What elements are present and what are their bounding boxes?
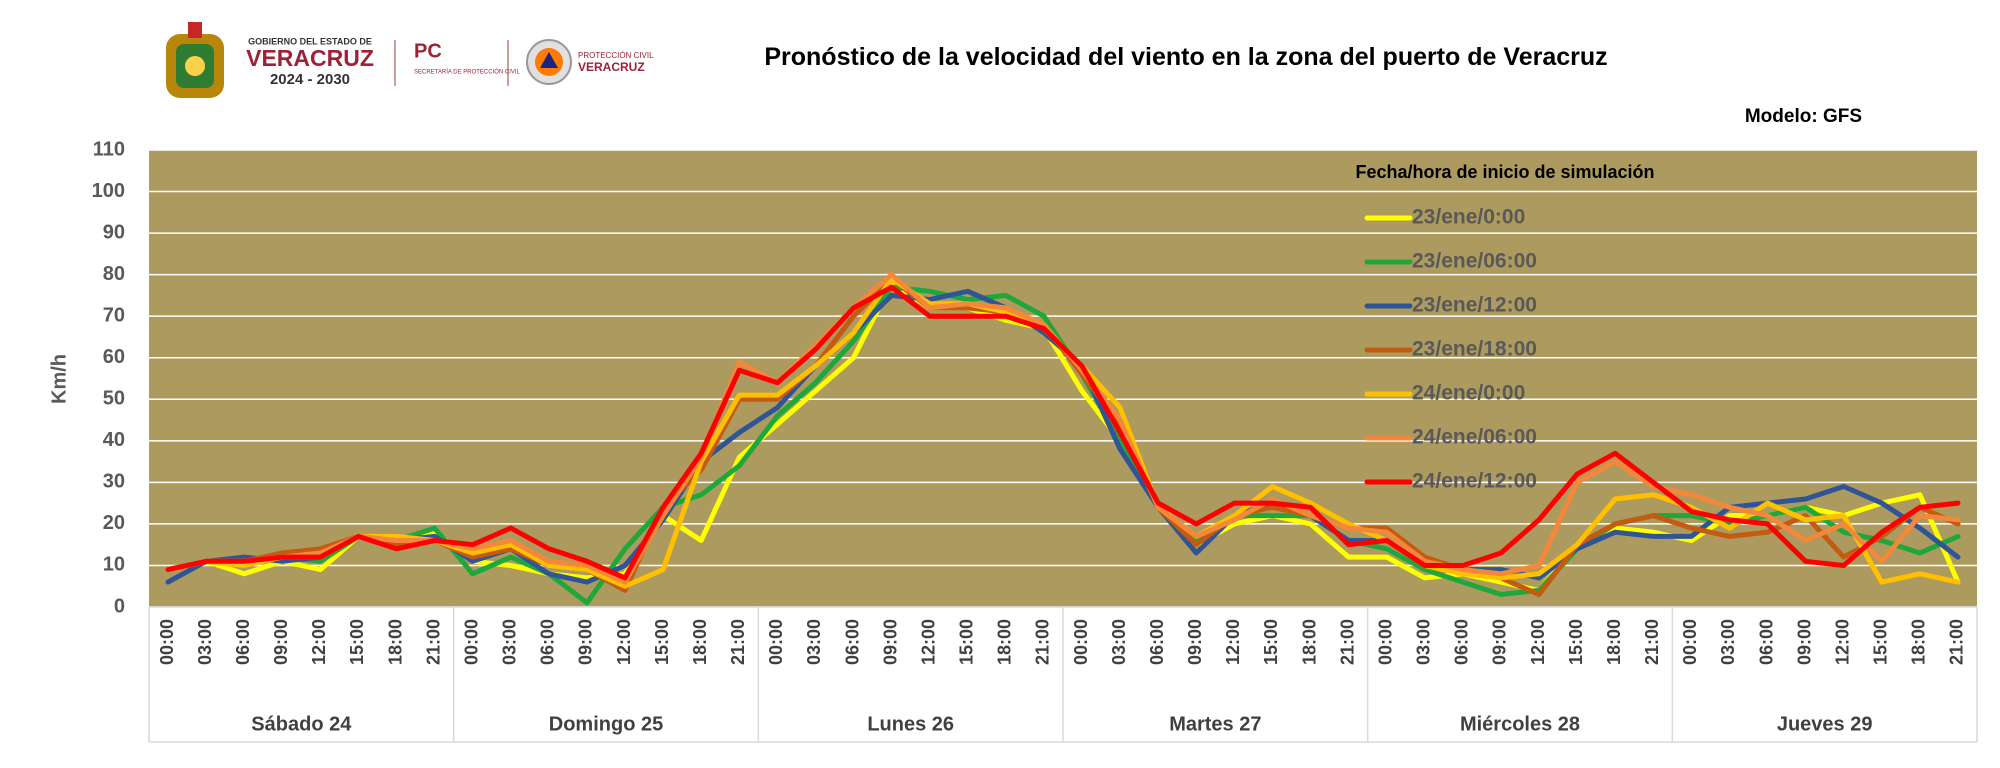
x-tick-label: 12:00: [309, 619, 329, 665]
x-tick-label: 21:00: [423, 619, 443, 665]
y-tick-label: 110: [93, 138, 125, 160]
gov-line: GOBIERNO DEL ESTADO DE: [248, 36, 372, 46]
legend-label: 23/ene/18:00: [1412, 338, 1537, 361]
x-tick-label: 00:00: [766, 619, 786, 665]
x-tick-label: 18:00: [1604, 619, 1624, 665]
group-label: Sábado 24: [251, 713, 352, 735]
series-line: [165, 284, 1961, 581]
x-tick-label: 15:00: [1871, 619, 1891, 665]
x-tick-label: 06:00: [538, 619, 558, 665]
y-tick-label: 20: [103, 512, 125, 534]
x-tick-label: 12:00: [918, 619, 938, 665]
x-tick-label: 15:00: [957, 619, 977, 665]
x-tick-label: 12:00: [614, 619, 634, 665]
x-tick-label: 09:00: [271, 619, 291, 665]
state-emblem: [166, 22, 224, 98]
x-tick-label: 21:00: [1642, 619, 1662, 665]
y-tick-label: 80: [103, 263, 125, 285]
x-tick-label: 18:00: [995, 619, 1015, 665]
x-tick-label: 00:00: [1375, 619, 1395, 665]
x-tick-label: 15:00: [652, 619, 672, 665]
group-label: Domingo 25: [549, 713, 663, 735]
x-tick-label: 03:00: [1414, 619, 1434, 665]
legend-label: 24/ene/06:00: [1412, 426, 1537, 449]
x-tick-label: 00:00: [157, 619, 177, 665]
x-tick-label: 06:00: [842, 619, 862, 665]
x-tick-label: 21:00: [1337, 619, 1357, 665]
x-tick-label: 06:00: [233, 619, 253, 665]
x-tick-label: 09:00: [576, 619, 596, 665]
x-tick-label: 03:00: [1109, 619, 1129, 665]
y-tick-label: 40: [103, 429, 125, 451]
group-label: Jueves 29: [1777, 713, 1873, 735]
y-tick-label: 30: [103, 471, 125, 493]
legend-label: 24/ene/0:00: [1412, 382, 1525, 405]
legend-label: 24/ene/12:00: [1412, 470, 1537, 493]
model-annotation: Modelo: GFS: [1745, 106, 1862, 127]
y-tick-label: 50: [103, 388, 125, 410]
y-tick-label: 0: [114, 595, 125, 617]
chart-title: Pronóstico de la velocidad del viento en…: [764, 43, 1608, 71]
legend-label: 23/ene/06:00: [1412, 250, 1537, 273]
legend-title: Fecha/hora de inicio de simulación: [1355, 162, 1654, 182]
group-label: Lunes 26: [867, 713, 954, 735]
plot-background: [149, 150, 1977, 607]
x-tick-label: 18:00: [1909, 619, 1929, 665]
plot-area: 0 10 20 30 40 50 60 70 80 90 100 110 00:00 03:00 06:00…: [92, 138, 1978, 743]
legend-label: 23/ene/12:00: [1412, 294, 1537, 317]
pc-emblem: [526, 39, 572, 85]
pcv-line: PROTECCIÓN CIVIL: [578, 51, 654, 60]
x-tick-label: 03:00: [195, 619, 215, 665]
x-tick-label: 06:00: [1147, 619, 1167, 665]
y-tick-label: 10: [103, 554, 125, 576]
y-axis-label: Km/h: [48, 354, 70, 404]
legend-label: 23/ene/0:00: [1412, 206, 1525, 229]
x-tick-label: 09:00: [1185, 619, 1205, 665]
y-tick-label: 100: [92, 180, 125, 202]
x-tick-label: 15:00: [1566, 619, 1586, 665]
x-tick-label: 06:00: [1452, 619, 1472, 665]
x-tick-label: 15:00: [1261, 619, 1281, 665]
x-tick-label: 03:00: [804, 619, 824, 665]
y-tick-label: 70: [103, 304, 125, 326]
gov-name: VERACRUZ: [246, 45, 374, 71]
y-tick-label: 60: [103, 346, 125, 368]
x-tick-label: 09:00: [1490, 619, 1510, 665]
x-tick-label: 18:00: [1299, 619, 1319, 665]
x-tick-label: 03:00: [1718, 619, 1738, 665]
x-tick-label: 03:00: [500, 619, 520, 665]
x-tick-label: 12:00: [1832, 619, 1852, 665]
pc-label: PC: [414, 40, 442, 62]
pcv-line: VERACRUZ: [578, 60, 645, 74]
pc-sub: SECRETARÍA DE PROTECCIÓN CIVIL: [414, 69, 521, 76]
x-tick-label: 18:00: [385, 619, 405, 665]
gov-period: 2024 - 2030: [270, 71, 350, 88]
x-tick-label: 06:00: [1756, 619, 1776, 665]
x-tick-label: 18:00: [690, 619, 710, 665]
x-tick-label: 21:00: [728, 619, 748, 665]
x-tick-label: 00:00: [461, 619, 481, 665]
x-tick-label: 09:00: [1794, 619, 1814, 665]
x-tick-label: 12:00: [1223, 619, 1243, 665]
group-label: Martes 27: [1169, 713, 1261, 735]
x-tick-label: 09:00: [880, 619, 900, 665]
x-tick-label: 21:00: [1947, 619, 1967, 665]
y-tick-label: 90: [103, 221, 125, 243]
x-tick-label: 00:00: [1071, 619, 1091, 665]
x-tick-label: 15:00: [347, 619, 367, 665]
x-tick-label: 00:00: [1680, 619, 1700, 665]
group-label: Miércoles 28: [1460, 713, 1580, 735]
x-tick-label: 12:00: [1528, 619, 1548, 665]
x-tick-label: 21:00: [1033, 619, 1053, 665]
